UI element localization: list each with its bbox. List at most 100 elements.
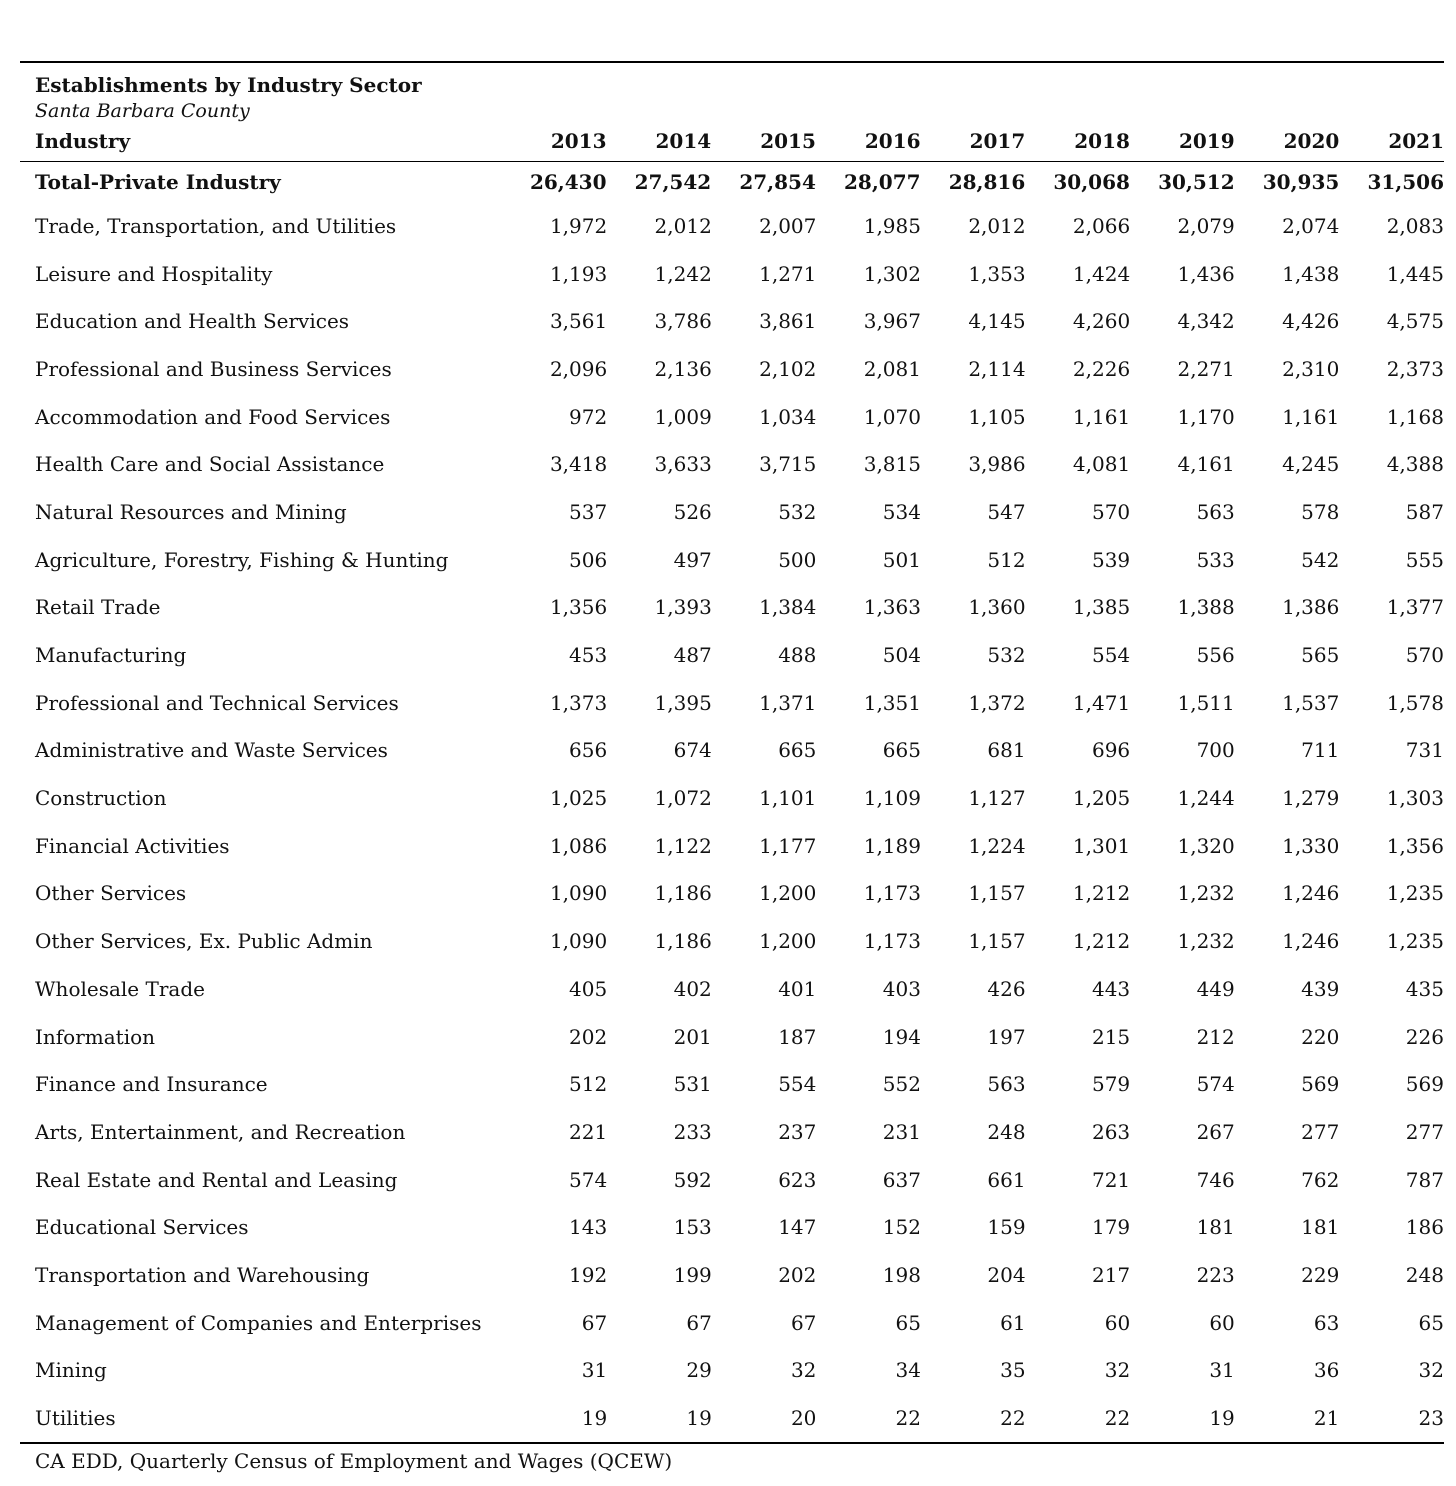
value-cell: 1,161 xyxy=(1282,404,1340,429)
table-header: Establishments by Industry Sector Santa … xyxy=(20,63,1444,161)
industry-label: Finance and Insurance xyxy=(35,1072,268,1097)
value-cell: 2,226 xyxy=(1072,356,1131,381)
value-cell: 34 xyxy=(895,1358,921,1383)
value-cell: 403 xyxy=(882,976,921,1001)
value-cell: 533 xyxy=(1196,547,1235,572)
value-cell: 60 xyxy=(1104,1310,1131,1335)
value-cell: 578 xyxy=(1301,499,1340,524)
value-cell: 1,511 xyxy=(1177,690,1235,715)
value-cell: 29 xyxy=(686,1358,712,1383)
value-cell: 1,186 xyxy=(654,881,712,906)
value-cell: 2,310 xyxy=(1282,356,1340,381)
table-title: Establishments by Industry Sector xyxy=(35,73,422,97)
total-value-cell: 31,506 xyxy=(1367,170,1444,194)
value-cell: 179 xyxy=(1091,1215,1131,1240)
value-cell: 401 xyxy=(778,976,817,1001)
value-cell: 3,815 xyxy=(863,452,921,477)
value-cell: 731 xyxy=(1405,738,1444,763)
industry-label: Leisure and Hospitality xyxy=(35,261,273,286)
value-cell: 1,177 xyxy=(759,833,817,858)
value-cell: 1,985 xyxy=(863,213,921,238)
value-cell: 147 xyxy=(778,1215,817,1240)
value-cell: 1,246 xyxy=(1282,881,1340,906)
industry-label: Education and Health Services xyxy=(35,309,350,334)
industry-label: Construction xyxy=(35,786,167,811)
header-rule xyxy=(20,161,1444,162)
table-row: Health Care and Social Assistance 3,418 3,… xyxy=(20,440,1444,488)
industry-label: Wholesale Trade xyxy=(35,976,205,1001)
value-cell: 143 xyxy=(569,1215,608,1240)
value-cell: 1,395 xyxy=(654,690,712,715)
value-cell: 1,356 xyxy=(1386,833,1444,858)
value-cell: 1,025 xyxy=(549,786,608,811)
value-cell: 711 xyxy=(1301,738,1340,763)
column-header-year: 2018 xyxy=(1074,129,1130,153)
value-cell: 534 xyxy=(882,499,921,524)
value-cell: 204 xyxy=(987,1262,1026,1287)
top-rule xyxy=(20,61,1444,63)
value-cell: 1,578 xyxy=(1386,690,1444,715)
table-row: Education and Health Services 3,561 3,786 3… xyxy=(20,297,1444,345)
value-cell: 539 xyxy=(1091,547,1131,572)
value-cell: 637 xyxy=(882,1167,921,1192)
value-cell: 32 xyxy=(1104,1358,1131,1383)
value-cell: 1,303 xyxy=(1386,786,1444,811)
source-note: CA EDD, Quarterly Census of Employment a… xyxy=(35,1448,673,1473)
table-row: Arts, Entertainment, and Recreation 221 23… xyxy=(20,1108,1444,1156)
value-cell: 2,066 xyxy=(1072,213,1131,238)
value-cell: 1,371 xyxy=(759,690,817,715)
industry-label: Mining xyxy=(35,1358,107,1383)
value-cell: 3,786 xyxy=(654,309,712,334)
industry-label: Arts, Entertainment, and Recreation xyxy=(35,1119,406,1144)
value-cell: 1,353 xyxy=(968,261,1026,286)
industry-label: Agriculture, Forestry, Fishing & Hunting xyxy=(35,547,449,572)
value-cell: 506 xyxy=(569,547,608,572)
total-values: 26,430 27,542 27,854 28,077 28,816 30,068 30,5… xyxy=(502,170,1444,194)
value-cell: 1,377 xyxy=(1386,595,1444,620)
value-cell: 186 xyxy=(1405,1215,1444,1240)
value-cell: 229 xyxy=(1301,1262,1340,1287)
industry-label: Administrative and Waste Services xyxy=(35,738,388,763)
table-row: Natural Resources and Mining 537 526 532 534… xyxy=(20,488,1444,536)
value-cell: 1,105 xyxy=(968,404,1026,429)
value-cell: 592 xyxy=(673,1167,712,1192)
value-cell: 187 xyxy=(778,1024,817,1049)
value-cell: 233 xyxy=(673,1119,712,1144)
value-cell: 3,418 xyxy=(549,452,608,477)
value-cell: 721 xyxy=(1091,1167,1131,1192)
table-row: Mining 31 29 32 34 35 32 31 36 32 xyxy=(20,1347,1444,1395)
value-cell: 1,168 xyxy=(1386,404,1444,429)
value-cell: 220 xyxy=(1301,1024,1340,1049)
value-cell: 746 xyxy=(1196,1167,1235,1192)
value-cell: 217 xyxy=(1091,1262,1131,1287)
industry-label: Retail Trade xyxy=(35,595,161,620)
value-cell: 579 xyxy=(1091,1072,1131,1097)
value-cell: 512 xyxy=(569,1072,608,1097)
value-cell: 563 xyxy=(987,1072,1026,1097)
table-row: Financial Activities 1,086 1,122 1,177 1,189… xyxy=(20,822,1444,870)
value-cell: 2,136 xyxy=(654,356,712,381)
table-row: Other Services, Ex. Public Admin 1,090 1,1… xyxy=(20,917,1444,965)
value-cell: 201 xyxy=(673,1024,712,1049)
industry-label: Professional and Business Services xyxy=(35,356,392,381)
value-cell: 443 xyxy=(1091,976,1131,1001)
value-cell: 199 xyxy=(673,1262,712,1287)
value-cell: 2,079 xyxy=(1177,213,1235,238)
industry-label: Accommodation and Food Services xyxy=(35,404,391,429)
value-cell: 532 xyxy=(987,643,1026,668)
value-cell: 1,090 xyxy=(549,881,608,906)
total-value-cell: 30,935 xyxy=(1262,170,1340,194)
value-cell: 1,212 xyxy=(1072,929,1131,954)
table-row: Information 202 201 187 194 197 215 212 220 226 xyxy=(20,1013,1444,1061)
value-cell: 1,070 xyxy=(863,404,921,429)
value-cell: 32 xyxy=(790,1358,817,1383)
industry-label: Trade, Transportation, and Utilities xyxy=(35,213,397,238)
value-cell: 2,271 xyxy=(1177,356,1235,381)
table-row: Retail Trade 1,356 1,393 1,384 1,363 1,360 1,3… xyxy=(20,584,1444,632)
industry-label: Other Services, Ex. Public Admin xyxy=(35,929,373,954)
value-cell: 237 xyxy=(778,1119,817,1144)
value-cell: 1,360 xyxy=(968,595,1026,620)
value-cell: 1,436 xyxy=(1177,261,1235,286)
industry-label: Professional and Technical Services xyxy=(35,690,399,715)
value-cell: 563 xyxy=(1196,499,1235,524)
